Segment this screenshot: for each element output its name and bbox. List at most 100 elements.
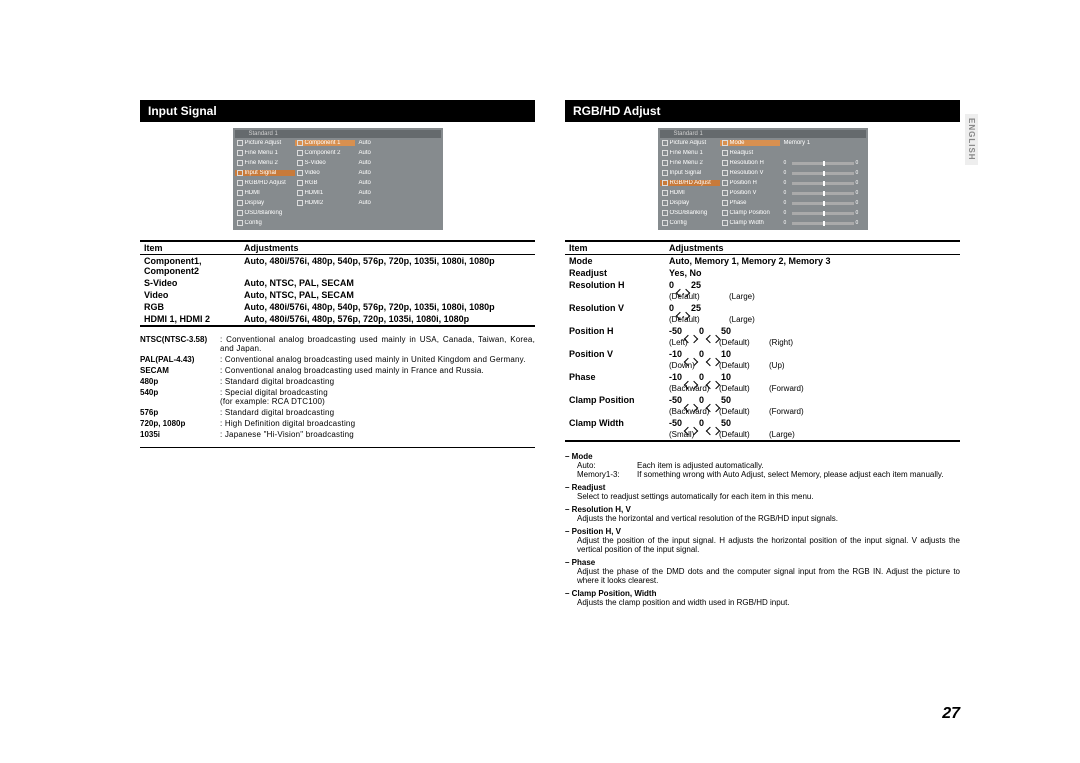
rgbhd-table: Item Adjustments ModeAuto, Memory 1, Mem… — [565, 240, 960, 442]
table-row: (Left)(Default)(Right) — [565, 337, 960, 348]
page-number: 27 — [942, 705, 960, 723]
input-signal-header: Input Signal — [140, 100, 535, 122]
osd-menu-row: HDMIHDMI1Auto — [235, 188, 441, 198]
note-body: Adjusts the horizontal and vertical reso… — [565, 514, 960, 523]
adj-cell: Auto, NTSC, PAL, SECAM — [240, 277, 535, 289]
osd-menu-row: OSD/Blanking — [235, 208, 441, 218]
osd-menu-row: HDMIPosition V00 — [660, 188, 866, 198]
osd-menu-label: Display — [245, 200, 265, 206]
item-cell: Mode — [565, 255, 665, 268]
osd-sub-label: Video — [305, 170, 320, 176]
item-cell: Clamp Width — [565, 417, 665, 429]
def-key: 720p, 1080p — [140, 419, 220, 428]
def-key: 576p — [140, 408, 220, 417]
def-value: : Conventional analog broadcasting used … — [220, 335, 535, 353]
range-labels: (Default)(Large) — [665, 291, 960, 302]
osd-menu-label: Config — [245, 220, 262, 226]
item-cell: Phase — [565, 371, 665, 383]
input-signal-table: Item Adjustments Component1, Component2A… — [140, 240, 535, 327]
def-value: : Standard digital broadcasting — [220, 408, 535, 417]
sub-icon — [722, 220, 728, 226]
osd-menu-label: Fine Menu 1 — [245, 150, 278, 156]
def-row: 1035i: Japanese "Hi-Vision" broadcasting — [140, 430, 535, 439]
def-row: 576p: Standard digital broadcasting — [140, 408, 535, 417]
menu-icon — [662, 180, 668, 186]
adj-cell: -50 0 50 — [665, 417, 960, 429]
osd-sub-label: Position H — [730, 180, 757, 186]
osd-sub-value: Auto — [355, 180, 441, 186]
item-cell: S-Video — [140, 277, 240, 289]
adj-cell: Yes, No — [665, 267, 960, 279]
osd-slider: 00 — [780, 160, 866, 166]
def-key: PAL(PAL-4.43) — [140, 355, 220, 364]
osd-slider: 00 — [780, 190, 866, 196]
osd-menu-label: RGB/HD Adjust — [245, 180, 286, 186]
osd-sub-value: Auto — [355, 140, 441, 146]
menu-icon — [237, 170, 243, 176]
note-heading: – Mode — [565, 452, 960, 461]
note-body: Select to readjust settings automaticall… — [565, 492, 960, 501]
table-row: Clamp Width-50 0 50 — [565, 417, 960, 429]
osd-menu-row: Input SignalResolution V00 — [660, 168, 866, 178]
menu-icon — [662, 140, 668, 146]
note-heading: – Position H, V — [565, 527, 960, 536]
note-subkey: Auto: — [577, 461, 637, 470]
sub-icon — [297, 170, 303, 176]
osd-sub-label: Phase — [730, 200, 747, 206]
adj-cell: -50 0 50 — [665, 394, 960, 406]
osd-menu-row: Picture AdjustModeMemory 1 — [660, 138, 866, 148]
table-row: Position V-10 0 10 — [565, 348, 960, 360]
osd-menu-label: Input Signal — [245, 170, 277, 176]
osd-sub-label: Resolution H — [730, 160, 764, 166]
osd-sub-label: Clamp Width — [730, 220, 764, 226]
table-row: (Default)(Large) — [565, 291, 960, 302]
def-row: PAL(PAL-4.43): Conventional analog broad… — [140, 355, 535, 364]
item-cell: Clamp Position — [565, 394, 665, 406]
note-heading: – Phase — [565, 558, 960, 567]
menu-icon — [237, 140, 243, 146]
adj-cell: Auto, 480i/576i, 480p, 576p, 720p, 1035i… — [240, 313, 535, 326]
osd-menu-label: Fine Menu 1 — [670, 150, 703, 156]
osd-slider: 00 — [780, 200, 866, 206]
osd-sub-label: Mode — [730, 140, 745, 146]
sub-icon — [297, 200, 303, 206]
osd-slider: 00 — [780, 220, 866, 226]
sub-icon — [722, 200, 728, 206]
def-value: : High Definition digital broadcasting — [220, 419, 535, 428]
menu-icon — [662, 170, 668, 176]
osd-menu-label: OSD/Blanking — [670, 210, 708, 216]
menu-icon — [662, 190, 668, 196]
note-body: Adjust the phase of the DMD dots and the… — [565, 567, 960, 585]
table-row: ModeAuto, Memory 1, Memory 2, Memory 3 — [565, 255, 960, 268]
osd-slider: 00 — [780, 170, 866, 176]
def-key: SECAM — [140, 366, 220, 375]
osd-menu-row: ConfigClamp Width00 — [660, 218, 866, 228]
osd-menu-row: Picture AdjustComponent 1Auto — [235, 138, 441, 148]
def-value: : Conventional analog broadcasting used … — [220, 355, 535, 364]
item-cell: Readjust — [565, 267, 665, 279]
table-row: Phase-10 0 10 — [565, 371, 960, 383]
table-row: HDMI 1, HDMI 2Auto, 480i/576i, 480p, 576… — [140, 313, 535, 326]
table-row: ReadjustYes, No — [565, 267, 960, 279]
osd-menu-row: Fine Menu 1Component 2Auto — [235, 148, 441, 158]
menu-icon — [662, 160, 668, 166]
osd-menu-label: RGB/HD Adjust — [670, 180, 711, 186]
table-row: (Down)(Default)(Up) — [565, 360, 960, 371]
def-row: 720p, 1080p: High Definition digital bro… — [140, 419, 535, 428]
def-value: : Conventional analog broadcasting used … — [220, 366, 535, 375]
note-subrow: Memory1-3:If something wrong with Auto A… — [565, 470, 960, 479]
table-row: (Default)(Large) — [565, 314, 960, 325]
menu-icon — [237, 160, 243, 166]
adj-cell: -10 0 10 — [665, 371, 960, 383]
osd-sub-label: Clamp Position — [730, 210, 770, 216]
osd-menu-row: Fine Menu 2S-VideoAuto — [235, 158, 441, 168]
note-heading: – Readjust — [565, 483, 960, 492]
adj-cell: 0 25 — [665, 279, 960, 291]
def-key: 540p — [140, 388, 220, 406]
note-subkey: Memory1-3: — [577, 470, 637, 479]
table-row: Resolution H0 25 — [565, 279, 960, 291]
menu-icon — [237, 190, 243, 196]
osd-sub-value: Memory 1 — [780, 140, 866, 146]
note-subrow: Auto:Each item is adjusted automatically… — [565, 461, 960, 470]
osd-menu-label: Fine Menu 2 — [670, 160, 703, 166]
